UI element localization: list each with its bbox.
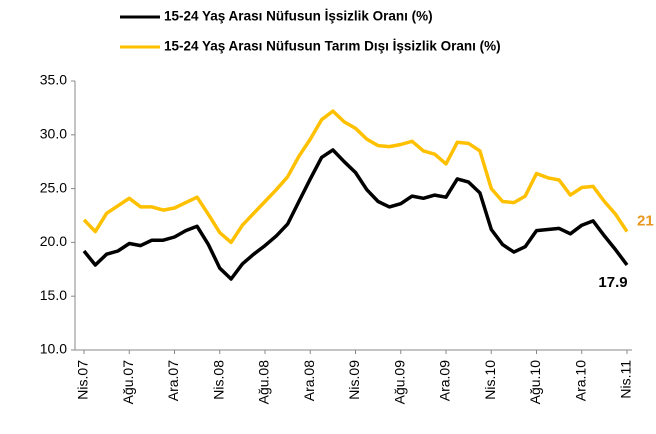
legend-text: 15-24 Yaş Arası Nüfusun Tarım Dışı İşsiz… xyxy=(164,39,501,54)
x-tick-label: Ara.07 xyxy=(165,360,181,401)
legend-text: 15-24 Yaş Arası Nüfusun İşsizlik Oranı (… xyxy=(164,9,433,24)
line-series xyxy=(82,109,629,245)
x-tick-label: Nis.11 xyxy=(618,360,634,399)
x-tick-label: Nis.10 xyxy=(482,360,498,400)
x-tick-label: Ara.08 xyxy=(301,360,317,401)
line-series xyxy=(82,148,629,281)
y-tick-label: 30.0 xyxy=(40,126,67,142)
y-tick-label: 20.0 xyxy=(40,233,67,249)
x-tick-label: Ara.09 xyxy=(437,360,453,401)
y-tick-label: 35.0 xyxy=(40,72,67,88)
y-tick-label: 10.0 xyxy=(40,341,67,357)
y-tick-label: 15.0 xyxy=(40,287,67,303)
x-tick-label: Ağu.09 xyxy=(391,360,407,405)
x-tick-label: Ağu.07 xyxy=(120,360,136,405)
x-tick-label: Ağu.10 xyxy=(527,360,543,405)
x-tick-label: Nis.07 xyxy=(75,360,91,400)
end-label: 17.9 xyxy=(598,274,627,291)
x-tick-label: Ağu.08 xyxy=(256,360,272,405)
x-tick-label: Nis.09 xyxy=(346,360,362,400)
end-label: 21 xyxy=(637,213,654,230)
x-tick-label: Nis.08 xyxy=(210,360,226,400)
x-tick-label: Ara.10 xyxy=(572,360,588,401)
y-tick-label: 25.0 xyxy=(40,179,67,195)
